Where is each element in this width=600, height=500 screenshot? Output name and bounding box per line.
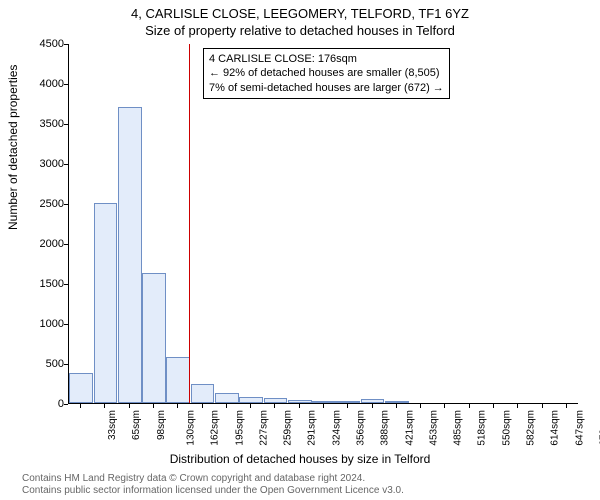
x-tick-label: 388sqm [380,410,391,446]
y-tick-mark [64,324,68,325]
y-tick-label: 1000 [24,318,64,330]
x-tick-mark [202,404,203,408]
x-tick-label: 33sqm [107,410,118,440]
annotation-box: 4 CARLISLE CLOSE: 176sqm← 92% of detache… [203,48,450,99]
x-tick-label: 453sqm [428,410,439,446]
y-tick-label: 4500 [24,38,64,50]
histogram-bar [361,399,385,403]
histogram-bar [336,401,360,403]
annotation-line-3: 7% of semi-detached houses are larger (6… [209,81,444,95]
histogram-bar [312,401,336,403]
histogram-bar [166,357,190,403]
footer-line-2: Contains public sector information licen… [22,485,404,496]
x-tick-label: 291sqm [307,410,318,446]
chart-container: 4, CARLISLE CLOSE, LEEGOMERY, TELFORD, T… [0,0,600,500]
x-tick-label: 227sqm [258,410,269,446]
x-tick-mark [129,404,130,408]
histogram-bar [215,393,239,403]
x-tick-mark [396,404,397,408]
y-tick-mark [64,364,68,365]
x-axis-label: Distribution of detached houses by size … [0,452,600,466]
x-tick-label: 356sqm [356,410,367,446]
x-tick-mark [469,404,470,408]
histogram-bar [69,373,93,403]
x-tick-label: 98sqm [156,410,167,440]
y-tick-label: 500 [24,358,64,370]
x-tick-mark [250,404,251,408]
histogram-bar [239,397,263,403]
histogram-bar [94,203,118,403]
y-tick-label: 3500 [24,118,64,130]
chart-title-main: 4, CARLISLE CLOSE, LEEGOMERY, TELFORD, T… [0,6,600,21]
histogram-bar [142,273,166,403]
x-tick-mark [153,404,154,408]
x-tick-label: 582sqm [526,410,537,446]
histogram-bar [118,107,142,403]
x-tick-mark [104,404,105,408]
x-tick-mark [493,404,494,408]
histogram-bar [191,384,215,403]
y-tick-label: 4000 [24,78,64,90]
x-tick-label: 195sqm [234,410,245,446]
chart-title-sub: Size of property relative to detached ho… [0,23,600,38]
x-tick-label: 421sqm [404,410,415,446]
y-tick-mark [64,404,68,405]
annotation-line-2: ← 92% of detached houses are smaller (8,… [209,66,444,80]
x-tick-label: 485sqm [453,410,464,446]
x-tick-label: 614sqm [550,410,561,446]
x-tick-label: 550sqm [501,410,512,446]
x-tick-mark [299,404,300,408]
histogram-bar [288,400,312,403]
annotation-line-1: 4 CARLISLE CLOSE: 176sqm [209,52,444,66]
y-tick-mark [64,164,68,165]
footer-line-1: Contains HM Land Registry data © Crown c… [22,473,365,484]
x-tick-mark [226,404,227,408]
x-tick-mark [542,404,543,408]
x-tick-label: 162sqm [210,410,221,446]
x-tick-mark [347,404,348,408]
y-tick-mark [64,204,68,205]
y-axis-label: Number of detached properties [6,65,20,230]
marker-line [189,44,190,403]
x-tick-mark [372,404,373,408]
y-tick-label: 2500 [24,198,64,210]
y-tick-mark [64,284,68,285]
x-tick-mark [274,404,275,408]
y-tick-mark [64,124,68,125]
x-tick-mark [517,404,518,408]
x-tick-label: 130sqm [186,410,197,446]
histogram-bar [264,398,288,403]
x-tick-label: 65sqm [131,410,142,440]
x-tick-label: 324sqm [331,410,342,446]
y-tick-mark [64,44,68,45]
y-tick-label: 1500 [24,278,64,290]
y-tick-mark [64,84,68,85]
y-tick-label: 0 [24,398,64,410]
x-tick-mark [323,404,324,408]
x-tick-mark [177,404,178,408]
x-tick-mark [420,404,421,408]
y-tick-mark [64,244,68,245]
x-tick-mark [566,404,567,408]
x-tick-mark [80,404,81,408]
histogram-bar [385,401,409,403]
plot-area: 4 CARLISLE CLOSE: 176sqm← 92% of detache… [68,44,578,404]
x-tick-mark [444,404,445,408]
x-tick-label: 259sqm [283,410,294,446]
y-tick-label: 3000 [24,158,64,170]
x-tick-label: 518sqm [477,410,488,446]
x-tick-label: 647sqm [574,410,585,446]
y-tick-label: 2000 [24,238,64,250]
